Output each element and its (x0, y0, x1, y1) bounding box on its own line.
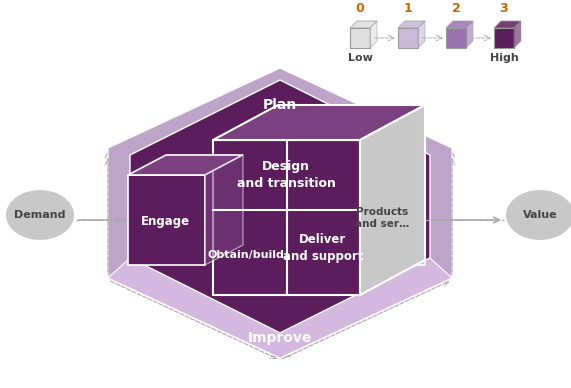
Polygon shape (370, 21, 377, 48)
Text: Deliver
and support: Deliver and support (283, 233, 363, 263)
Polygon shape (205, 155, 243, 265)
Text: High: High (489, 53, 518, 63)
Polygon shape (108, 258, 452, 358)
Text: Products
and ser…: Products and ser… (355, 207, 409, 229)
Polygon shape (494, 21, 521, 28)
Text: Design
and transition: Design and transition (236, 160, 335, 190)
Text: Value: Value (522, 210, 557, 220)
Text: Demand: Demand (14, 210, 66, 220)
Polygon shape (418, 21, 425, 48)
Text: 2: 2 (452, 2, 460, 15)
Ellipse shape (505, 189, 571, 241)
Text: Improve: Improve (248, 331, 312, 345)
Polygon shape (494, 28, 514, 48)
Text: Low: Low (348, 53, 372, 63)
Polygon shape (514, 21, 521, 48)
Polygon shape (446, 28, 466, 48)
Polygon shape (128, 175, 205, 265)
Text: Engage: Engage (140, 215, 190, 229)
Polygon shape (398, 28, 418, 48)
Polygon shape (466, 21, 473, 48)
Polygon shape (350, 21, 377, 28)
Text: Plan: Plan (263, 98, 297, 112)
Polygon shape (360, 163, 425, 265)
Text: 0: 0 (356, 2, 364, 15)
Polygon shape (398, 21, 425, 28)
Polygon shape (350, 28, 370, 48)
Polygon shape (213, 105, 425, 140)
Text: 1: 1 (404, 2, 412, 15)
Polygon shape (128, 155, 243, 175)
Polygon shape (130, 80, 430, 333)
Polygon shape (213, 140, 360, 295)
Text: Obtain/build: Obtain/build (208, 250, 284, 260)
Polygon shape (360, 105, 425, 295)
Polygon shape (108, 68, 452, 358)
Polygon shape (446, 21, 473, 28)
Text: 3: 3 (500, 2, 508, 15)
Ellipse shape (5, 189, 75, 241)
